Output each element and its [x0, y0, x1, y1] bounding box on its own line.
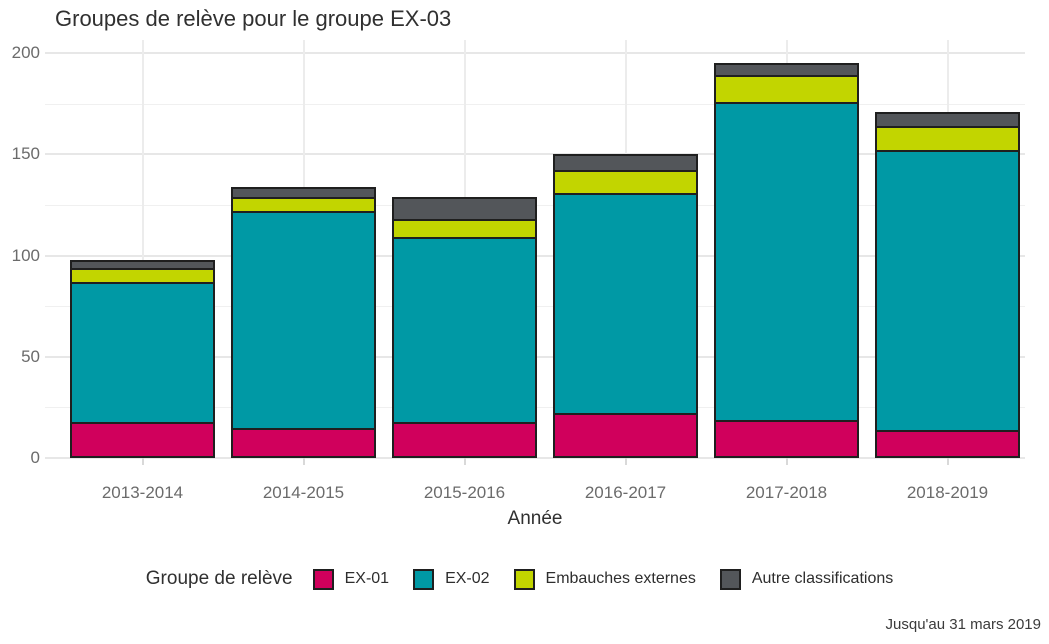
- bar-segment-ex-01: [70, 421, 215, 458]
- x-tick-label: 2013-2014: [101, 483, 184, 502]
- y-tick-label: 200: [11, 43, 40, 62]
- bar-segment-ex-02: [231, 210, 376, 430]
- x-tick-label: 2017-2018: [745, 483, 828, 502]
- bar-segment-autre-classifications: [70, 259, 215, 270]
- bar-segment-embauches-externes: [875, 125, 1020, 153]
- bar-segment-ex-01: [875, 429, 1020, 458]
- x-tick-label: 2015-2016: [423, 483, 506, 502]
- bar-segment-ex-02: [714, 101, 859, 422]
- legend-swatch-icon: [719, 568, 741, 590]
- x-axis-title: Année: [507, 508, 563, 529]
- bar-segment-ex-02: [392, 237, 537, 424]
- legend-item-label: Embauches externes: [545, 570, 696, 587]
- footer-note: Jusqu'au 31 mars 2019: [885, 616, 1041, 633]
- bar-segment-autre-classifications: [714, 63, 859, 78]
- legend-item: Embauches externes: [513, 568, 706, 590]
- bar-segment-ex-02: [875, 150, 1020, 432]
- grid-line-major: [45, 153, 1025, 156]
- grid-line-minor: [45, 103, 1025, 105]
- x-axis-tick: [946, 458, 949, 465]
- y-tick-label: 100: [11, 245, 40, 265]
- legend-item-label: EX-02: [445, 570, 490, 587]
- bar-segment-ex-02: [70, 281, 215, 424]
- legend-item: Autre classifications: [719, 568, 903, 590]
- x-axis-tick: [141, 458, 144, 465]
- y-tick-label: 150: [11, 144, 40, 164]
- bar-segment-embauches-externes: [553, 170, 698, 195]
- bar-segment-embauches-externes: [714, 75, 859, 104]
- bar-segment-autre-classifications: [231, 186, 376, 199]
- legend-items: EX-01 EX-02 Embauches externes Autre classi…: [312, 568, 904, 590]
- y-tick-label: 50: [21, 346, 40, 366]
- legend-item: EX-01: [312, 568, 399, 590]
- bar-segment-autre-classifications: [553, 154, 698, 173]
- bar-segment-embauches-externes: [231, 196, 376, 213]
- y-tick-label: 0: [30, 448, 40, 467]
- x-axis-tick: [785, 458, 788, 465]
- legend: Groupe de relève EX-01 EX-02 Embauches ext…: [0, 568, 1049, 590]
- x-axis-tick: [624, 458, 627, 465]
- x-axis-tick: [463, 458, 466, 465]
- x-tick-label: 2018-2019: [906, 483, 989, 502]
- bar-segment-ex-01: [231, 427, 376, 458]
- legend-title: Groupe de relève: [145, 568, 293, 589]
- grid-line-vertical: [141, 40, 144, 458]
- bar-segment-embauches-externes: [70, 267, 215, 284]
- x-axis-tick: [302, 458, 305, 465]
- grid-line-major: [45, 52, 1025, 54]
- grid-line-major: [45, 457, 1025, 459]
- bar-segment-ex-01: [392, 421, 537, 458]
- bar-segment-autre-classifications: [392, 196, 537, 222]
- legend-swatch-icon: [513, 568, 535, 590]
- bar-segment-embauches-externes: [392, 219, 537, 240]
- legend-item: EX-02: [413, 568, 499, 590]
- chart-title: Groupes de relève pour le groupe EX-03: [55, 6, 452, 31]
- legend-item-label: Autre classifications: [751, 570, 894, 587]
- legend-item-label: EX-01: [344, 570, 390, 587]
- bar-segment-ex-02: [553, 192, 698, 416]
- legend-swatch-icon: [312, 568, 334, 590]
- bar-segment-autre-classifications: [875, 111, 1020, 128]
- x-tick-label: 2014-2015: [262, 483, 345, 502]
- x-tick-label: 2016-2017: [584, 483, 667, 502]
- bar-segment-ex-01: [553, 413, 698, 458]
- legend-swatch-icon: [413, 568, 435, 590]
- bar-segment-ex-01: [714, 419, 859, 458]
